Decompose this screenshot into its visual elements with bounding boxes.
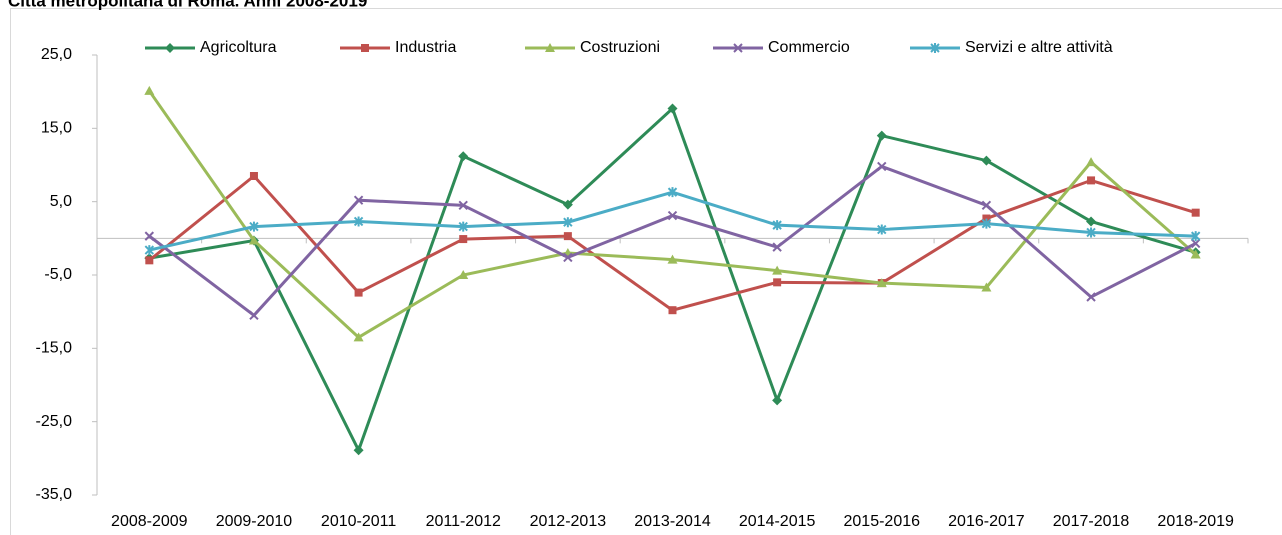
x-tick-label: 2016-2017: [948, 513, 1025, 530]
marker: [458, 270, 469, 279]
marker: [563, 217, 573, 228]
marker: [981, 155, 992, 166]
legend-label: Commercio: [768, 39, 850, 56]
marker: [562, 199, 573, 210]
x-tick-label: 2008-2009: [111, 513, 188, 530]
marker: [545, 43, 555, 52]
marker: [981, 282, 992, 292]
marker: [353, 216, 364, 227]
x-tick-label: 2015-2016: [844, 513, 921, 530]
y-tick-label: -5,0: [44, 266, 72, 283]
y-tick-label: -15,0: [36, 340, 73, 357]
marker: [1190, 231, 1201, 242]
marker: [772, 395, 783, 406]
marker: [772, 242, 782, 252]
x-tick-label: 2014-2015: [739, 513, 816, 530]
marker: [144, 231, 155, 241]
marker: [458, 200, 468, 211]
x-tick-label: 2011-2012: [426, 513, 501, 530]
x-tick-label: 2017-2018: [1053, 513, 1130, 530]
marker: [249, 310, 259, 321]
marker: [354, 288, 363, 297]
x-tick-label: 2009-2010: [216, 513, 293, 530]
marker: [165, 43, 175, 53]
marker: [144, 85, 155, 95]
marker: [667, 254, 678, 264]
marker: [1086, 216, 1097, 227]
marker: [930, 43, 940, 53]
marker: [733, 43, 743, 53]
marker: [877, 161, 887, 172]
marker: [1086, 157, 1097, 167]
marker: [1086, 292, 1096, 302]
y-tick-label: 15,0: [41, 120, 72, 137]
marker: [982, 214, 991, 223]
chart-border: [10, 8, 1282, 535]
series-line: [149, 105, 1197, 455]
marker: [876, 130, 887, 141]
legend-label: Agricoltura: [200, 39, 277, 56]
marker: [668, 306, 677, 315]
marker: [981, 200, 992, 211]
legend-label: Industria: [395, 39, 456, 56]
marker: [1191, 208, 1200, 217]
chart-title: Città metropolitana di Roma. Anni 2008-2…: [8, 0, 367, 10]
y-tick-label: 25,0: [41, 46, 72, 63]
marker: [876, 278, 887, 288]
y-tick-label: -35,0: [36, 486, 73, 503]
marker: [249, 221, 259, 232]
marker: [361, 44, 369, 52]
marker: [772, 265, 783, 275]
marker: [145, 256, 154, 265]
y-tick-label: -25,0: [36, 413, 73, 430]
x-tick-label: 2018-2019: [1157, 513, 1234, 530]
marker: [667, 210, 678, 221]
x-tick-label: 2010-2011: [321, 513, 396, 530]
legend-label: Servizi e altre attività: [965, 39, 1113, 56]
marker: [1087, 176, 1096, 185]
y-tick-label: 5,0: [50, 193, 72, 210]
marker: [249, 172, 258, 180]
marker: [1086, 227, 1096, 238]
marker: [877, 224, 887, 235]
marker: [458, 151, 469, 162]
marker: [667, 187, 678, 198]
marker: [667, 103, 678, 114]
marker: [772, 220, 782, 231]
x-tick-label: 2013-2014: [634, 513, 711, 530]
marker: [144, 245, 155, 256]
marker: [563, 252, 573, 263]
marker: [458, 221, 468, 232]
marker: [353, 332, 364, 342]
marker: [1190, 249, 1201, 259]
marker: [248, 235, 259, 245]
marker: [773, 278, 782, 287]
marker: [459, 235, 468, 244]
marker: [353, 195, 364, 205]
legend-label: Costruzioni: [580, 39, 660, 56]
marker: [1190, 238, 1201, 249]
marker: [981, 218, 992, 229]
marker: [563, 232, 572, 241]
marker: [353, 445, 364, 456]
x-tick-label: 2012-2013: [530, 513, 607, 530]
